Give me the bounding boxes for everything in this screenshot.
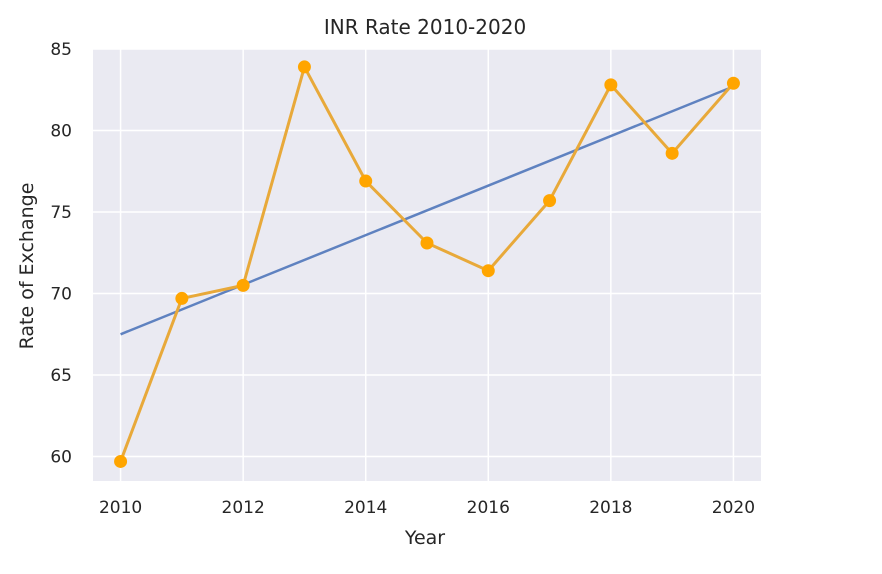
x-tick-label: 2010 [99, 498, 142, 518]
y-tick-labels: 60 65 70 75 80 85 [50, 40, 72, 468]
data-point [175, 291, 189, 305]
x-tick-label: 2014 [344, 498, 387, 518]
data-point [726, 76, 740, 90]
plot-area [93, 49, 761, 481]
x-tick-labels: 2010 2012 2014 2016 2018 2020 [99, 498, 755, 518]
y-axis-label: Rate of Exchange [16, 183, 38, 350]
x-tick-label: 2012 [222, 498, 265, 518]
data-point [481, 264, 495, 278]
data-point [665, 146, 679, 160]
y-tick-label: 65 [50, 366, 72, 386]
data-point [114, 454, 128, 468]
x-tick-label: 2018 [589, 498, 632, 518]
data-point [359, 174, 373, 188]
y-tick-label: 80 [50, 122, 72, 142]
data-point [420, 236, 434, 250]
y-gridlines [93, 48, 761, 458]
x-axis-label: Year [404, 527, 445, 549]
series-layer [114, 60, 740, 468]
y-tick-label: 60 [50, 448, 72, 468]
y-tick-label: 85 [50, 40, 72, 60]
data-point [543, 194, 557, 208]
x-tick-label: 2016 [467, 498, 510, 518]
data-point [236, 278, 250, 292]
x-tick-label: 2020 [712, 498, 755, 518]
y-tick-label: 70 [50, 285, 72, 305]
data-point [297, 60, 311, 74]
data-point [604, 78, 618, 92]
trend-line [120, 85, 734, 336]
chart-title: INR Rate 2010-2020 [324, 15, 526, 39]
x-gridlines [119, 49, 735, 481]
y-tick-label: 75 [50, 203, 72, 223]
